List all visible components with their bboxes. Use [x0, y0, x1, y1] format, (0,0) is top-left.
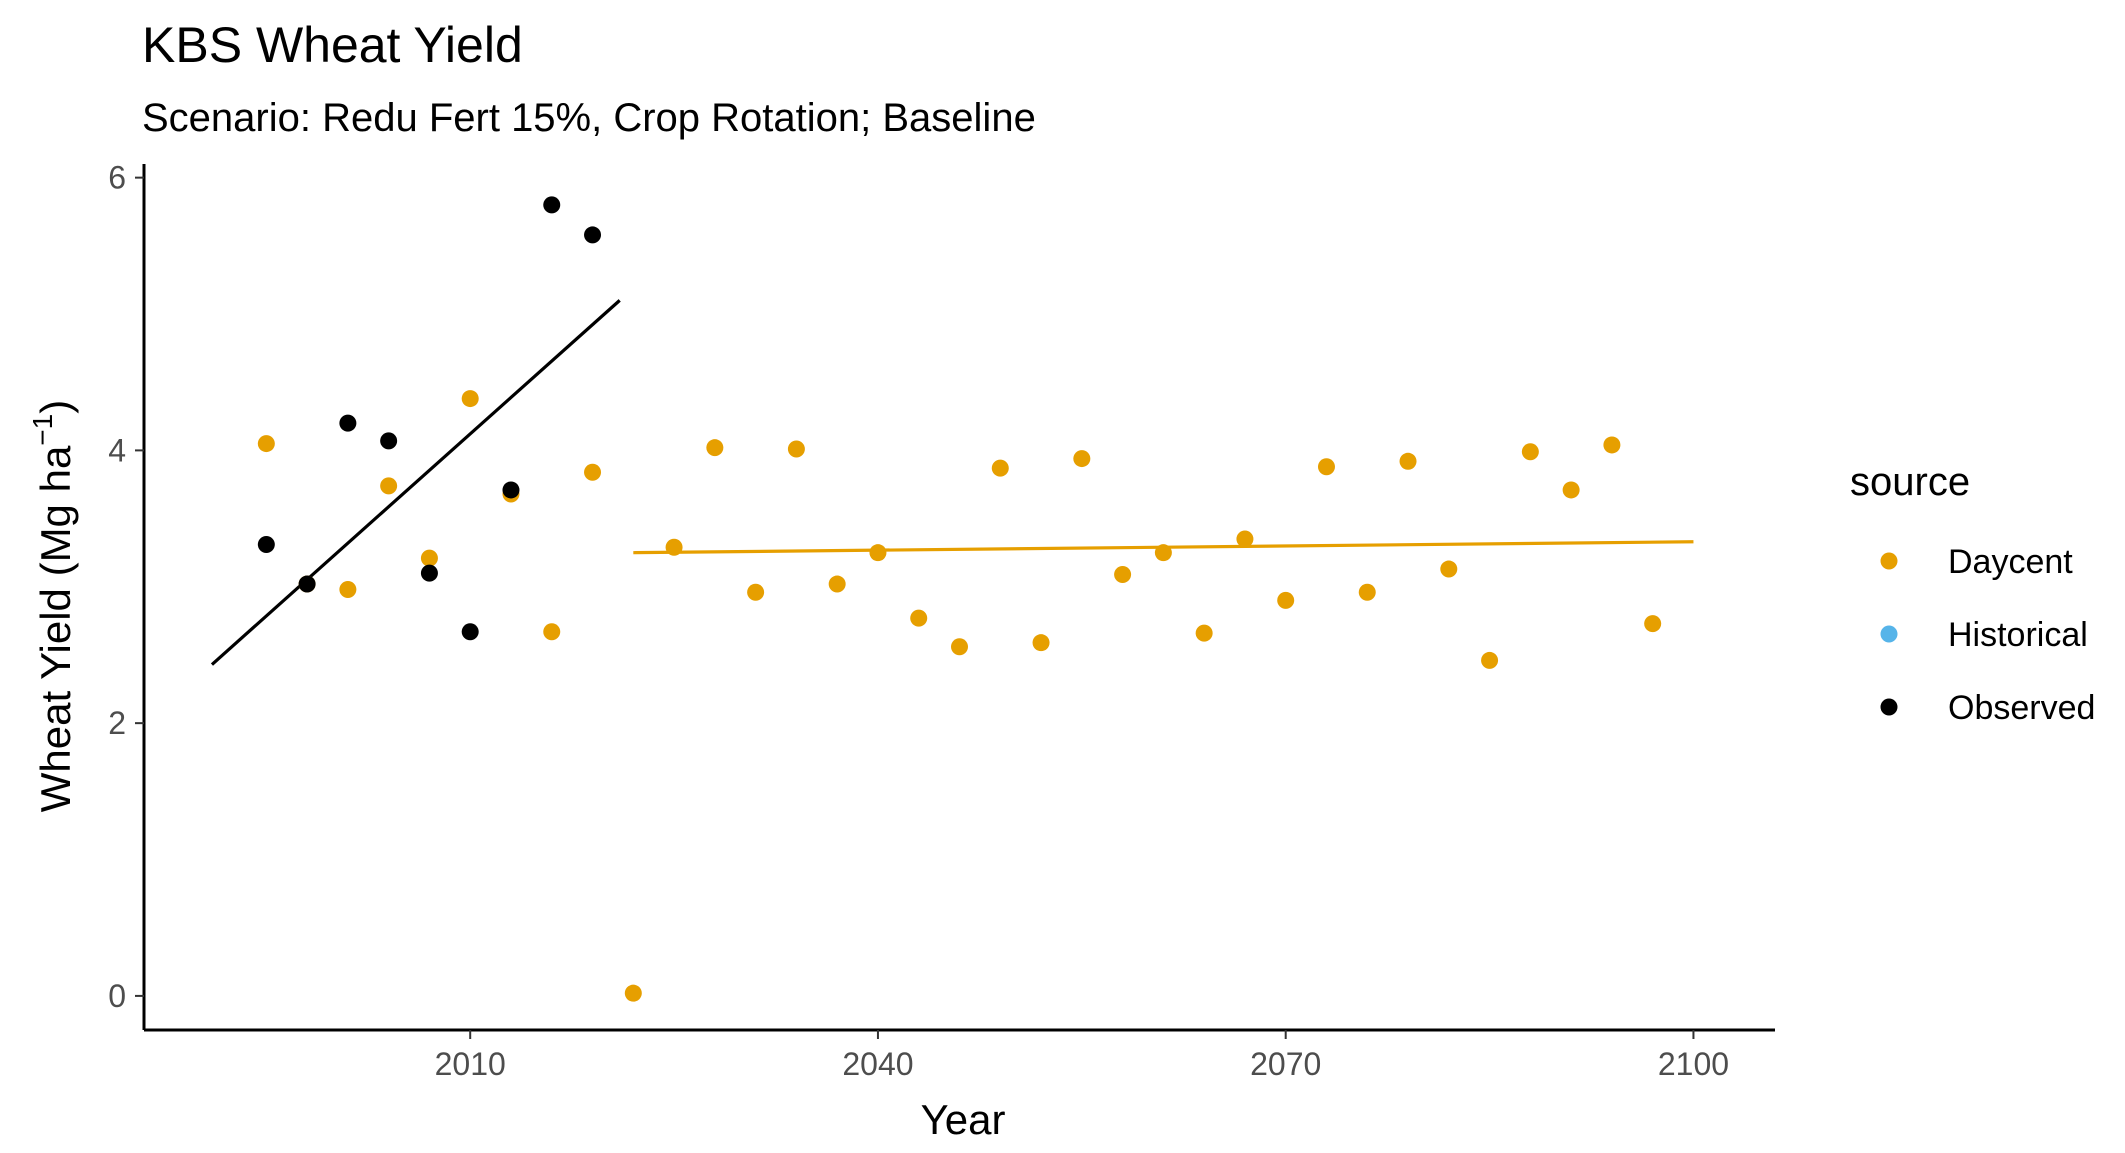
y-tick-label-4: 4 — [108, 432, 126, 468]
point-daycent-2004-3-74 — [380, 477, 398, 495]
x-tick-label-2070: 2070 — [1250, 1046, 1321, 1082]
point-daycent-2073-3-88 — [1317, 458, 1335, 476]
point-daycent-2046-2-56 — [951, 638, 968, 656]
y-tick-label-6: 6 — [108, 160, 126, 196]
legend: source Daycent Historical Observed — [1850, 460, 2095, 727]
legend-key-observed — [1880, 698, 1898, 716]
point-daycent-2016-2-67 — [543, 623, 561, 641]
y-tick-label-2: 2 — [108, 705, 126, 741]
y-axis-title-main: Wheat Yield (Mg ha — [32, 445, 79, 812]
ticks: 2010 2040 2070 2100 0 2 4 6 — [108, 160, 1729, 1082]
trend-line-observed — [210, 299, 621, 666]
point-daycent-2037-3-02 — [828, 575, 846, 593]
point-daycent-2079-3-92 — [1399, 452, 1417, 470]
point-daycent-2085-2-46 — [1481, 651, 1499, 669]
point-observed-2010-2-67 — [461, 623, 479, 641]
point-observed-2001-4-2 — [339, 414, 357, 432]
y-tick-label-0: 0 — [108, 978, 126, 1014]
point-observed-2019-5-58 — [584, 226, 602, 244]
legend-key-historical — [1880, 625, 1898, 643]
legend-label-daycent: Daycent — [1948, 543, 2073, 581]
legend-label-historical: Historical — [1948, 616, 2088, 654]
point-daycent-2019-3-84 — [584, 463, 602, 481]
legend-title: source — [1850, 460, 1970, 504]
point-daycent-2022-0-02 — [624, 984, 642, 1002]
point-daycent-2025-3-29 — [665, 538, 683, 556]
point-daycent-2064-2-66 — [1195, 624, 1213, 642]
point-daycent-2061-3-25 — [1154, 544, 1172, 562]
point-daycent-2043-2-77 — [910, 609, 928, 627]
point-daycent-2091-3-71 — [1562, 481, 1580, 499]
point-observed-2016-5-8 — [543, 196, 561, 214]
data-points — [257, 196, 1662, 1002]
point-daycent-2052-2-59 — [1032, 634, 1050, 652]
point-daycent-2082-3-13 — [1440, 560, 1458, 578]
point-observed-1995-3-31 — [257, 535, 275, 553]
point-daycent-2067-3-35 — [1236, 530, 1254, 548]
point-daycent-2097-2-73 — [1644, 615, 1662, 633]
point-daycent-2010-4-38 — [461, 390, 479, 408]
x-tick-label-2010: 2010 — [435, 1046, 506, 1082]
x-axis-title: Year — [921, 1096, 1006, 1143]
point-daycent-1995-4-05 — [257, 435, 275, 453]
point-daycent-2028-4-02 — [706, 439, 724, 457]
point-daycent-2049-3-87 — [991, 459, 1009, 477]
legend-label-observed: Observed — [1948, 689, 2095, 727]
chart-subtitle: Scenario: Redu Fert 15%, Crop Rotation; … — [142, 96, 1036, 140]
point-daycent-2088-3-99 — [1521, 443, 1539, 461]
point-daycent-2070-2-9 — [1277, 591, 1295, 609]
point-daycent-2001-2-98 — [339, 580, 357, 598]
point-observed-2007-3-1 — [420, 564, 438, 582]
x-tick-label-2100: 2100 — [1658, 1046, 1729, 1082]
axes — [142, 164, 1775, 1032]
y-axis-title-superscript: −1 — [27, 414, 58, 446]
y-axis-title: Wheat Yield (Mg ha−1) — [27, 400, 79, 812]
point-daycent-2034-4-01 — [787, 440, 805, 458]
point-observed-2013-3-71 — [502, 481, 520, 499]
point-daycent-2040-3-25 — [869, 544, 887, 562]
legend-key-daycent — [1880, 552, 1898, 570]
point-daycent-2055-3-94 — [1073, 450, 1091, 468]
point-daycent-2007-3-21 — [420, 549, 438, 567]
y-axis-title-close: ) — [32, 400, 79, 414]
point-daycent-2031-2-96 — [747, 583, 765, 601]
trend-lines — [210, 299, 1694, 666]
chart-title: KBS Wheat Yield — [142, 17, 523, 73]
point-daycent-2094-4-04 — [1603, 436, 1621, 454]
x-tick-label-2040: 2040 — [842, 1046, 913, 1082]
point-daycent-2058-3-09 — [1114, 565, 1132, 583]
point-observed-2004-4-07 — [380, 432, 398, 450]
point-daycent-2076-2-96 — [1358, 583, 1376, 601]
point-observed-1998-3-02 — [298, 575, 316, 593]
